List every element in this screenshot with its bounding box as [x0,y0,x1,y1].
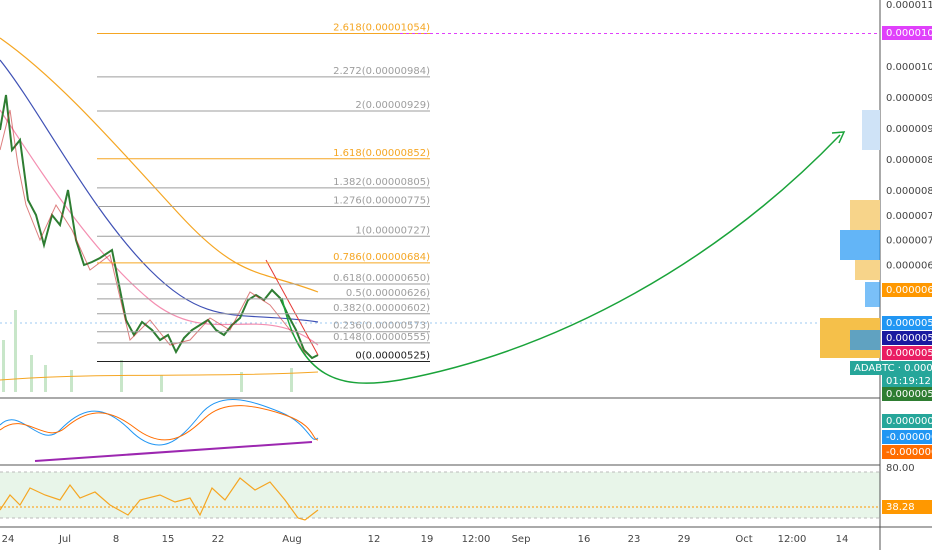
time-label: 15 [162,534,175,545]
price-badge-text: 0.00000001 [886,416,932,427]
forecast-arrow [281,134,841,384]
fib-label: 0.382(0.00000602) [333,303,430,314]
fib-label: 1(0.00000727) [355,225,430,236]
fib-label: 1.382(0.00000805) [333,177,430,188]
time-label: 12:00 [462,534,491,545]
price-badge-text: 01:19:12 [886,376,931,387]
time-label: 8 [113,534,119,545]
ma-200 [0,37,319,293]
price-badge-text: 0.00000589 [886,333,932,344]
price-badge-text: 0.00000573 [886,348,932,359]
price-badge [882,316,932,330]
fib-label: 0.618(0.00000650) [333,273,430,284]
price-badge-text: 38.28 [886,502,915,513]
fib-label: 2.618(0.00001054) [333,23,430,34]
price-badge-text: 0.00000527 [886,389,932,400]
price-badge [850,361,932,375]
time-label: 16 [578,534,591,545]
volume [2,310,293,392]
price-badge-text: -0.00000017 [886,432,932,443]
price-badge [882,387,932,401]
rsi-line [0,477,319,521]
price-badge [882,430,932,444]
fib-label: 0.5(0.00000626) [346,288,430,299]
arrow-head [831,131,846,144]
price-badge [882,374,932,388]
time-label: 22 [212,534,225,545]
volume-profile [820,110,880,358]
fib-label: 2.272(0.00000984) [333,66,430,77]
price-badge [882,445,932,459]
price-label: 0.00000760 [886,211,932,222]
time-label: Oct [735,534,752,545]
fib-label: 0.786(0.00000684) [333,252,430,263]
price-label: 0.00000950 [886,93,932,104]
macd-line [0,399,319,446]
ma-100 [0,59,319,323]
price-badge [882,346,932,360]
price-badge-text: 0.00000589 [886,318,932,329]
fib-label: 0(0.00000525) [355,351,430,362]
price-badge [882,283,932,297]
rsi-axis-label: 80.00 [886,463,915,474]
fib-label: 0.148(0.00000555) [333,332,430,343]
time-label: 29 [678,534,691,545]
fib-label: 2(0.00000929) [355,100,430,111]
price-badge [882,331,932,345]
fib-label: 1.276(0.00000775) [333,196,430,207]
time-label: 24 [2,534,15,545]
price-label: 0.00000720 [886,236,932,247]
trendline [265,259,319,356]
price-label: 0.00000850 [886,155,932,166]
time-label: 12 [368,534,381,545]
price-candles [0,94,319,360]
price-label: 0.00001000 [886,62,932,73]
price-badge-text: 0.00001055 [886,28,932,39]
price-badge [882,500,932,514]
fib-label: 1.618(0.00000852) [333,148,430,159]
fib-label: 0.236(0.00000573) [333,321,430,332]
time-label: Sep [512,534,531,545]
price-badge-text: 0.00000638 [886,285,932,296]
price-label: 0.00001100 [886,0,932,11]
price-label: 0.00000680 [886,260,932,271]
price-badge [882,26,932,40]
volume-ma [0,371,319,381]
time-label: Aug [282,534,302,545]
price-label: 0.00000900 [886,124,932,135]
price-badge-text: ADABTC · 0.00000540 [854,363,932,374]
signal-line [0,405,319,441]
rsi-band [0,472,880,518]
time-label: Jul [58,534,71,545]
price-label: 0.00000800 [886,186,932,197]
time-label: 19 [421,534,434,545]
price-candles-down [0,109,307,356]
price-badge [882,414,932,428]
time-label: 12:00 [778,534,807,545]
time-label: 14 [836,534,849,545]
ma-50 [0,109,319,346]
divergence [34,441,313,462]
price-badge-text: -0.00000019 [886,447,932,458]
time-label: 23 [628,534,641,545]
